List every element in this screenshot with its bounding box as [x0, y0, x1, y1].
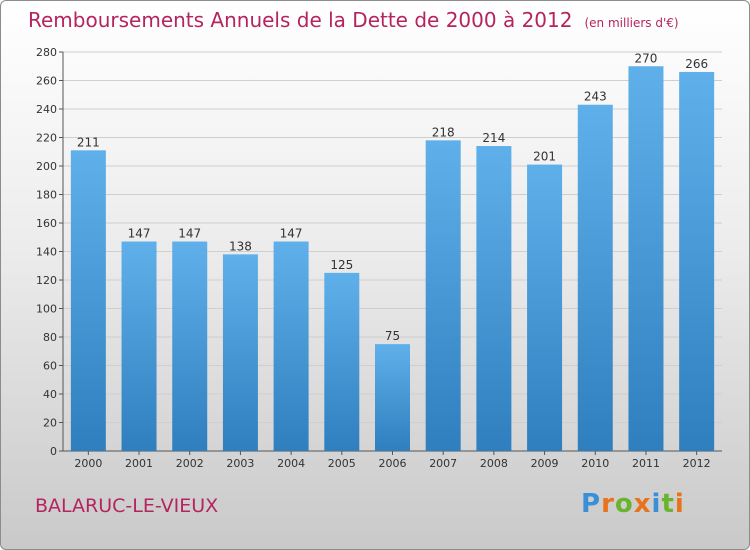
y-tick-label: 60: [43, 360, 57, 373]
bar: [577, 104, 613, 451]
logo-letter: i: [674, 489, 685, 519]
bar: [476, 146, 512, 452]
chart-title: Remboursements Annuels de la Dette de 20…: [28, 8, 679, 32]
value-labels: 211 147 147 138 147 125 75 218 214 201 243 270 266: [77, 51, 708, 343]
x-tick-label: 2002: [176, 457, 204, 470]
bar: [273, 241, 309, 451]
x-tick-label: 2009: [531, 457, 559, 470]
bar: [222, 254, 258, 451]
x-tick-label: 2005: [328, 457, 356, 470]
bar: [628, 66, 664, 451]
bar: [172, 241, 208, 451]
logo-letter: x: [633, 489, 652, 519]
x-tick-labels: 2000 2001 2002 2003 2004 2005 2006 2007 2008 2009…: [74, 457, 710, 470]
value-label: 125: [330, 258, 353, 272]
bar: [679, 71, 715, 451]
x-tick-label: 2006: [379, 457, 407, 470]
unit-label: (en milliers d'€): [584, 16, 679, 30]
bar: [375, 344, 410, 451]
logo-letter: r: [601, 489, 615, 519]
y-tick-label: 20: [43, 417, 57, 430]
value-label: 266: [685, 57, 708, 71]
y-tick-labels: 0 20 40 60 80 100 120 140 160 180 200 220 240 260 280: [36, 46, 57, 458]
bar: [527, 164, 563, 451]
value-label: 270: [635, 51, 658, 65]
x-tick-label: 2011: [632, 457, 660, 470]
y-tick-label: 180: [36, 189, 57, 202]
bar: [425, 140, 461, 451]
title-text: Remboursements Annuels de la Dette de 20…: [28, 8, 573, 32]
y-tick-label: 200: [36, 160, 57, 173]
value-label: 218: [432, 125, 455, 139]
value-label: 243: [584, 90, 607, 104]
y-tick-label: 0: [50, 445, 57, 458]
value-label: 211: [77, 135, 100, 149]
logo-letter: P: [581, 489, 602, 519]
x-tick-label: 2008: [480, 457, 508, 470]
bar: [121, 241, 157, 451]
logo-letter: t: [661, 489, 675, 519]
y-tick-label: 160: [36, 217, 57, 230]
x-tick-label: 2000: [74, 457, 102, 470]
y-tick-label: 40: [43, 388, 57, 401]
x-tick-label: 2007: [429, 457, 457, 470]
y-tick-label: 120: [36, 274, 57, 287]
y-tick-label: 100: [36, 303, 57, 316]
x-tick-label: 2010: [581, 457, 609, 470]
value-label: 214: [482, 131, 505, 145]
x-tick-label: 2001: [125, 457, 153, 470]
value-label: 201: [533, 150, 556, 164]
bar: [324, 272, 360, 451]
value-label: 147: [128, 227, 151, 241]
y-tick-label: 280: [36, 46, 57, 59]
bar: [70, 150, 106, 451]
y-tick-label: 220: [36, 132, 57, 145]
value-label: 147: [280, 227, 303, 241]
x-tick-label: 2004: [277, 457, 305, 470]
logo-letter: o: [614, 489, 634, 519]
x-tick-label: 2003: [226, 457, 254, 470]
value-label: 75: [385, 329, 400, 343]
value-label: 138: [229, 239, 252, 253]
y-tick-label: 240: [36, 103, 57, 116]
y-tick-label: 140: [36, 246, 57, 259]
x-tick-label: 2012: [683, 457, 711, 470]
y-tick-label: 260: [36, 75, 57, 88]
value-label: 147: [178, 227, 201, 241]
logo-letter: i: [651, 489, 662, 519]
city-name: BALARUC-LE-VIEUX: [35, 495, 219, 517]
proxiti-logo: Proxiti: [581, 489, 685, 519]
y-tick-label: 80: [43, 331, 57, 344]
bars: [70, 66, 715, 452]
